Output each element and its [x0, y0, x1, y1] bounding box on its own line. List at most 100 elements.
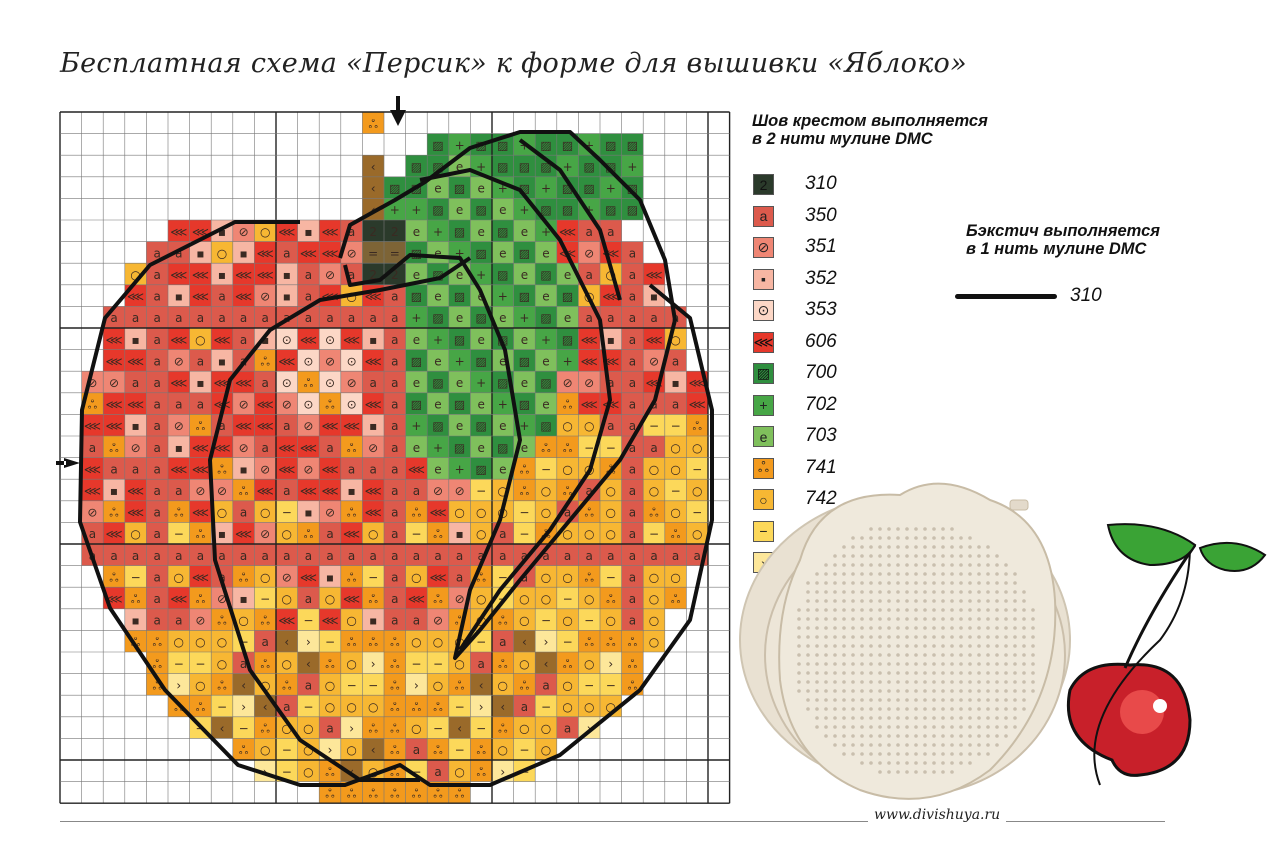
stitch-symbol: ›: [241, 700, 246, 714]
stitch-symbol: a: [240, 657, 247, 671]
stitch-symbol: a: [391, 398, 398, 412]
stitch-cell-606: [319, 414, 341, 436]
stitch-symbol: ○: [174, 570, 184, 584]
stitch-symbol: −: [649, 419, 659, 433]
stitch-symbol: ⊙: [282, 376, 292, 390]
stitch-symbol: a: [326, 527, 333, 541]
stitch-symbol: ○: [606, 700, 616, 714]
stitch-symbol: ○: [498, 743, 508, 757]
stitch-symbol: a: [586, 484, 593, 498]
stitch-symbol: ▨: [562, 182, 573, 196]
legend-code: 703: [805, 425, 837, 446]
stitch-symbol: a: [391, 311, 398, 325]
stitch-cell-702: [405, 198, 428, 220]
stitch-cell-700: [513, 392, 536, 415]
stitch-symbol: ▨: [584, 182, 595, 196]
stitch-cell-742: [643, 457, 665, 480]
stitch-cell-780: [535, 652, 557, 674]
stitch-cell-606: [189, 500, 212, 523]
stitch-cell-606: [340, 522, 363, 544]
stitch-cell-741: [362, 716, 384, 739]
stitch-cell-741: [232, 565, 255, 588]
stitch-symbol: ஃ: [433, 592, 443, 606]
stitch-symbol: −: [239, 635, 249, 649]
stitch-cell-742: [362, 522, 384, 544]
stitch-symbol: ○: [433, 678, 443, 692]
stitch-symbol: ○: [606, 527, 616, 541]
stitch-symbol: −: [476, 484, 486, 498]
stitch-symbol: e: [521, 333, 528, 347]
stitch-cell-742: [448, 500, 471, 523]
stitch-cell-743: [664, 479, 687, 501]
stitch-cell-742: [427, 673, 449, 696]
stitch-cell-700: [621, 198, 644, 220]
stitch-symbol: +: [498, 398, 508, 412]
stitch-cell-700: [578, 176, 600, 199]
stitch-cell-703: [535, 241, 557, 264]
stitch-symbol: +: [476, 376, 486, 390]
stitch-symbol: ▨: [627, 182, 638, 196]
stitch-cell-606: [81, 414, 104, 436]
backstitch-heading-line-1: Бэкстич выполняется: [966, 222, 1160, 240]
stitch-cell-350: [621, 371, 644, 393]
stitch-cell-352: [600, 328, 622, 350]
stitch-symbol: ○: [346, 743, 356, 757]
stitch-symbol: ○: [541, 484, 551, 498]
stitch-symbol: ▨: [476, 246, 487, 260]
stitch-symbol: ▨: [562, 138, 573, 152]
stitch-cell-741: [578, 565, 600, 588]
stitch-symbol: ⋘: [365, 484, 382, 498]
stitch-symbol: ▨: [519, 354, 530, 368]
leaf-vein-outline: [518, 138, 622, 301]
stitch-cell-743: [686, 500, 708, 523]
stitch-cell-780: [276, 630, 298, 652]
stitch-symbol: ⊘: [368, 441, 378, 455]
stitch-symbol: e: [413, 441, 420, 455]
stitch-symbol: ⋘: [105, 398, 122, 412]
stitch-symbol: ⋘: [278, 614, 295, 628]
stitch-symbol: ஃ: [498, 722, 508, 736]
stitch-symbol: ‹: [220, 722, 225, 736]
stitch-cell-743: [664, 414, 687, 436]
stitch-symbol: −: [368, 570, 378, 584]
stitch-symbol: ⋘: [300, 246, 317, 260]
stitch-cell-606: [103, 522, 125, 544]
stitch-cell-741: [448, 673, 471, 696]
stitch-cell-352: [362, 414, 384, 436]
stitch-symbol: +: [476, 268, 486, 282]
stitch-symbol: +: [541, 182, 551, 196]
stitch-cell-353: [319, 328, 341, 350]
stitch-symbol: ஃ: [325, 398, 335, 412]
stitch-symbol: ⊘: [325, 268, 335, 282]
stitch-cell-606: [362, 349, 384, 372]
stitch-symbol: ○: [195, 635, 205, 649]
stitch-cell-606: [556, 220, 579, 242]
stitch-cell-741: [427, 695, 449, 717]
legend-code: 780: [805, 582, 837, 604]
stitch-symbol: ⋘: [192, 441, 209, 455]
stitch-symbol: +: [411, 419, 421, 433]
stitch-cell-700: [427, 306, 449, 328]
stitch-cell-742: [556, 673, 579, 696]
stitch-symbol: ▨: [519, 182, 530, 196]
stitch-symbol: ஃ: [282, 678, 292, 692]
stitch-symbol: −: [584, 678, 594, 692]
stitch-cell-742: [600, 500, 622, 523]
legend-row-310: 2 310: [753, 172, 893, 196]
stitch-cell-350: [405, 608, 428, 631]
stitch-symbol: a: [391, 462, 398, 476]
stitch-cell-745: [578, 716, 600, 739]
stitch-cell-743: [600, 565, 622, 588]
stitch-cell-350: [643, 306, 665, 328]
stitch-cell-350: [556, 544, 579, 566]
stitch-symbol: a: [629, 419, 636, 433]
stitch-symbol: ⋘: [170, 268, 187, 282]
stitch-symbol: ஃ: [476, 765, 486, 779]
stitch-symbol: ஃ: [541, 441, 551, 455]
stitch-cell-350: [124, 544, 147, 566]
stitch-symbol: ○: [541, 570, 551, 584]
stitch-cell-350: [621, 263, 644, 285]
stitch-symbol: ○: [692, 441, 702, 455]
stitch-symbol: ⋘: [257, 398, 274, 412]
stitch-cell-352: [362, 328, 384, 350]
